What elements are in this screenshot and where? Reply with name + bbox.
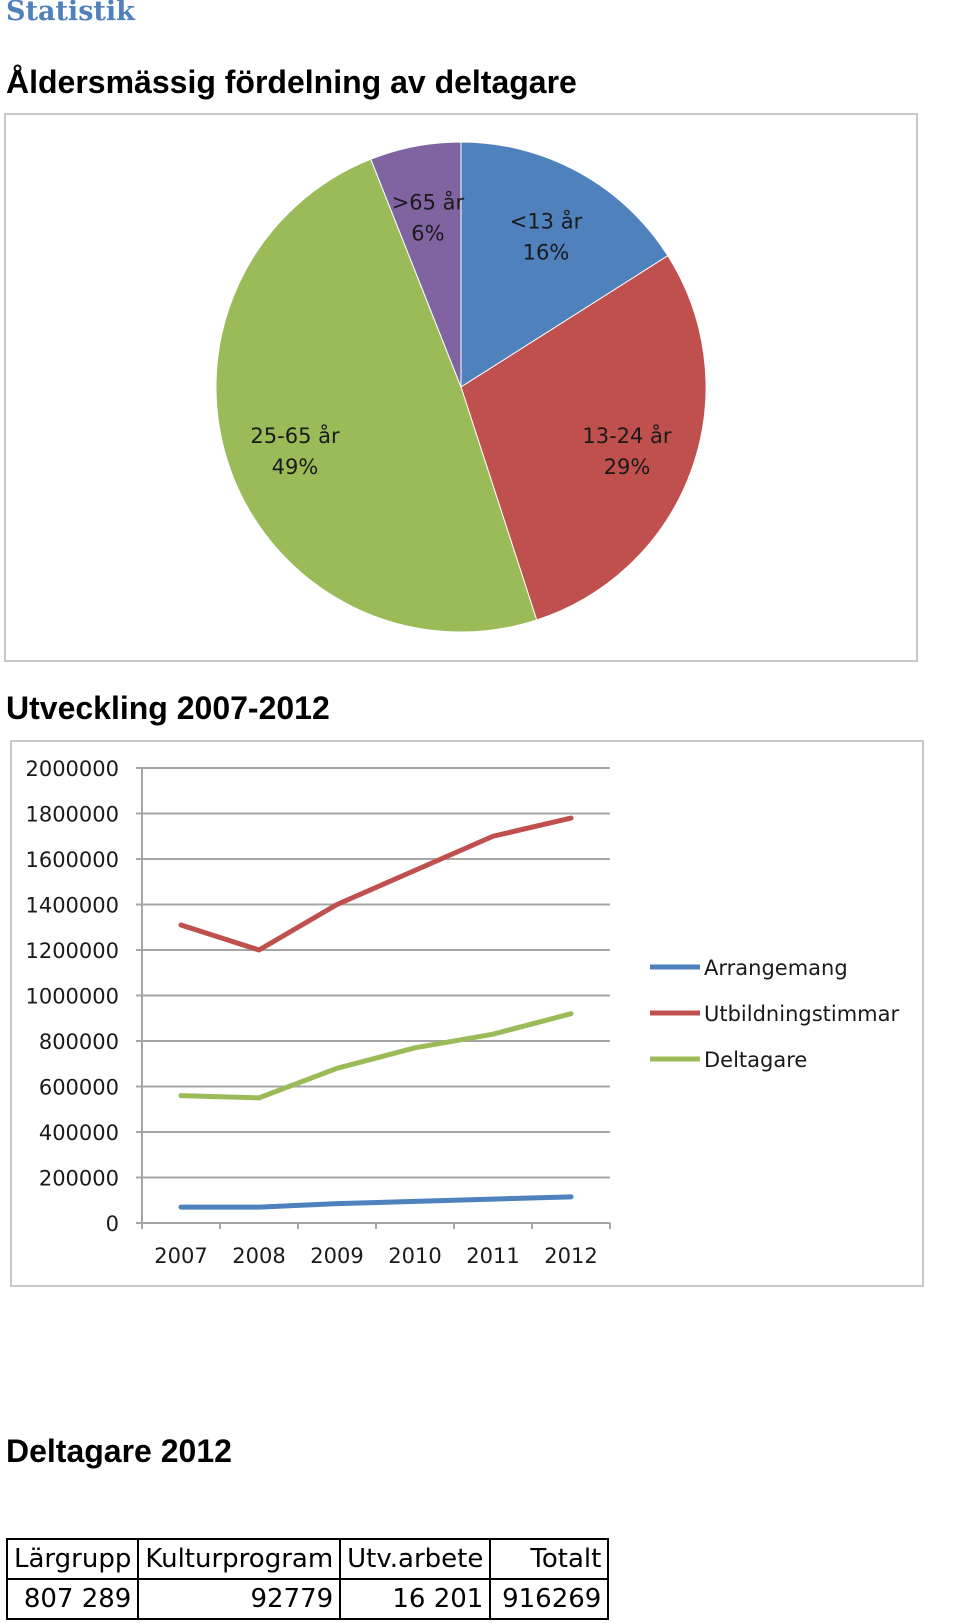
- table-header-row: Lärgrupp Kulturprogram Utv.arbete Totalt: [5, 1538, 610, 1580]
- pie-chart-frame: <13 år 16% 13-24 år 29% 25-65 år 49% >65 år 6%: [4, 113, 918, 662]
- pie-slice-label: 13-24 år: [582, 423, 672, 448]
- x-tick-label: 2012: [544, 1244, 597, 1268]
- pie-slice-percent: 6%: [411, 222, 444, 246]
- table-row: 807 289 92779 16 201 916269: [5, 1578, 610, 1620]
- y-tick-label: 800000: [39, 1030, 119, 1054]
- x-tick-label: 2011: [466, 1244, 519, 1268]
- x-tick-label: 2010: [388, 1244, 441, 1268]
- pie-chart: <13 år 16% 13-24 år 29% 25-65 år 49% >65 år 6%: [215, 141, 707, 633]
- line-chart-title: Utveckling 2007-2012: [6, 690, 330, 726]
- legend-label: Arrangemang: [704, 956, 848, 980]
- table-header-cell: Kulturprogram: [137, 1538, 342, 1580]
- legend-label: Deltagare: [704, 1048, 807, 1072]
- pie-chart-title: Åldersmässig fördelning av deltagare: [6, 64, 577, 100]
- pie-slice-label: <13 år: [510, 208, 583, 233]
- table-cell: 16 201: [339, 1578, 492, 1620]
- y-tick-label: 600000: [39, 1076, 119, 1100]
- legend-label: Utbildningstimmar: [704, 1002, 900, 1026]
- table-cell: 807 289: [5, 1578, 140, 1620]
- table-cell: 92779: [137, 1578, 342, 1620]
- pie-slice-label: >65 år: [392, 190, 465, 215]
- pie-slice-percent: 16%: [523, 240, 570, 264]
- x-tick-label: 2007: [154, 1244, 207, 1268]
- y-tick-label: 1800000: [25, 803, 119, 827]
- pie-slice: [460, 255, 707, 621]
- table-header-cell: Lärgrupp: [5, 1538, 140, 1580]
- y-tick-label: 400000: [39, 1121, 119, 1145]
- y-tick-label: 200000: [39, 1167, 119, 1191]
- pie-slice-label: 25-65 år: [250, 423, 340, 448]
- y-tick-label: 1200000: [25, 939, 119, 963]
- series-line-utbildningstimmar: [178, 815, 574, 953]
- x-tick-label: 2008: [232, 1244, 285, 1268]
- y-tick-label: 1400000: [25, 894, 119, 918]
- y-tick-label: 0: [106, 1212, 119, 1236]
- series-line-deltagare: [178, 1011, 574, 1101]
- line-chart-frame: 0 200000 400000 600000 800000 1000000 1200000 1…: [10, 740, 924, 1287]
- pie-slice-percent: 49%: [272, 455, 319, 479]
- pie-slice: [215, 158, 538, 633]
- table-title: Deltagare 2012: [6, 1433, 232, 1469]
- table-cell: 916269: [489, 1578, 610, 1620]
- y-tick-label: 1000000: [25, 985, 119, 1009]
- table-header-cell: Totalt: [489, 1538, 610, 1580]
- y-tick-label: 1600000: [25, 848, 119, 872]
- pie-slice: [460, 141, 669, 388]
- y-tick-label: 2000000: [25, 757, 119, 781]
- pie-slice-percent: 29%: [604, 455, 651, 479]
- participants-table: Lärgrupp Kulturprogram Utv.arbete Totalt…: [5, 1538, 610, 1620]
- table-header-cell: Utv.arbete: [339, 1538, 492, 1580]
- line-chart: 0 200000 400000 600000 800000 1000000 1200000 1…: [25, 757, 900, 1268]
- x-tick-label: 2009: [310, 1244, 363, 1268]
- series-line-arrangemang: [178, 1194, 574, 1210]
- page-heading: Statistik: [6, 0, 135, 27]
- pie-slice: [370, 141, 462, 388]
